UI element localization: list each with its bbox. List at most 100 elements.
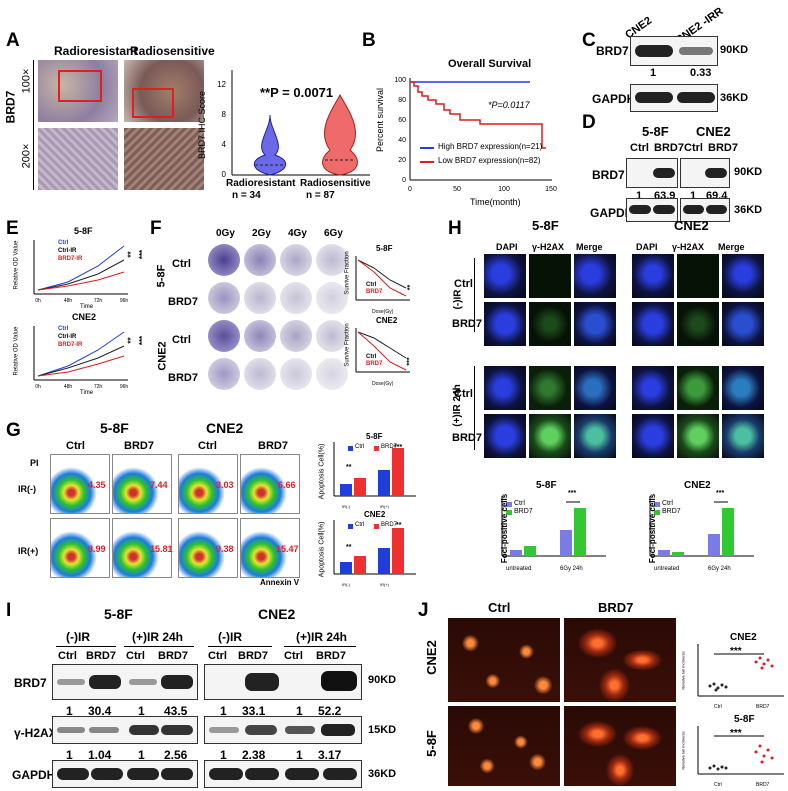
lane-label: BRD7 bbox=[158, 650, 188, 662]
condition-label: (-)IR bbox=[218, 630, 242, 644]
row-label: Ctrl bbox=[172, 334, 191, 346]
legend-swatch bbox=[348, 524, 353, 529]
lane-label: BRD7 bbox=[708, 142, 738, 154]
cell-label: 5-8F bbox=[100, 420, 129, 436]
survive-chart-cne2 bbox=[355, 328, 410, 373]
zoom-box bbox=[132, 88, 174, 118]
flow-plot bbox=[112, 454, 172, 514]
tick-label: BRD7 bbox=[756, 782, 770, 788]
sig-mark: ** bbox=[346, 544, 352, 551]
violin-radiosensitive bbox=[322, 93, 358, 176]
band bbox=[57, 727, 85, 733]
series-brd7 bbox=[357, 259, 407, 297]
blot-brd7-cne2 bbox=[680, 158, 730, 188]
lane-label: Ctrl bbox=[58, 650, 77, 662]
axis-label-pi: PI bbox=[30, 458, 39, 468]
cell-label-5-8f: 5-8F bbox=[642, 124, 669, 139]
legend-label: Ctrl-IR bbox=[58, 334, 77, 340]
col-label-radioresistant: Radioresistant bbox=[54, 44, 138, 58]
sig-mark: *** bbox=[716, 490, 725, 497]
if-image-merge bbox=[574, 366, 616, 410]
flow-plot bbox=[50, 518, 110, 578]
if-image-h2ax bbox=[677, 302, 719, 346]
quant-value: 1 bbox=[220, 748, 227, 762]
group-label-radioresistant: Radioresistant bbox=[226, 178, 296, 189]
condition-label: (-)IR bbox=[66, 630, 90, 644]
cell-label: CNE2 bbox=[674, 218, 709, 233]
series-ctrl bbox=[37, 245, 125, 291]
band bbox=[321, 724, 355, 736]
blot-gapdh-cne2 bbox=[204, 760, 362, 788]
colony-grid bbox=[208, 244, 348, 392]
row-label-brd7: BRD7 bbox=[3, 90, 18, 124]
colony-dish bbox=[244, 358, 276, 390]
legend-label-low: Low BRD7 expression(n=82) bbox=[438, 156, 541, 165]
tick-label: 100 bbox=[394, 77, 406, 84]
blot-gapdh bbox=[630, 84, 718, 112]
quant-value: 33.1 bbox=[242, 704, 266, 718]
size-label: 36KD bbox=[734, 204, 763, 216]
condition-label: (+)IR 24h bbox=[132, 630, 184, 644]
band bbox=[683, 205, 704, 214]
dose-label: 6Gy bbox=[324, 228, 343, 239]
sig-mark: *** bbox=[394, 444, 403, 451]
flow-plot bbox=[178, 454, 238, 514]
dose-label: 2Gy bbox=[252, 228, 271, 239]
tick-label: 6Gy 24h bbox=[560, 566, 583, 572]
col-label-radiosensitive: Radiosensitive bbox=[130, 44, 215, 58]
bar bbox=[658, 550, 670, 556]
panel-letter-j: J bbox=[418, 600, 429, 621]
band bbox=[245, 725, 277, 735]
if-image-dapi bbox=[484, 414, 526, 458]
cell-label: 5-8F bbox=[155, 264, 168, 288]
if-image-merge bbox=[722, 414, 764, 458]
band bbox=[635, 92, 673, 103]
svg-text:72h: 72h bbox=[94, 298, 103, 304]
col-label: Ctrl bbox=[488, 600, 511, 615]
quant-value: 1 bbox=[138, 704, 145, 718]
series-low-brd7 bbox=[410, 81, 546, 149]
tick-label: BRD7 bbox=[756, 704, 770, 710]
sig-mark: ** bbox=[126, 251, 136, 258]
row-label-brd7: BRD7 bbox=[592, 168, 625, 182]
tick-label: IR(-) bbox=[342, 582, 350, 587]
od-chart-5-8f: 0h 48h 72h 96h bbox=[33, 240, 128, 304]
row-label-brd7: BRD7 bbox=[596, 44, 629, 58]
chart-title: 5-8F bbox=[536, 480, 557, 491]
colony-dish bbox=[244, 282, 276, 314]
apoptosis-chart-5-8f bbox=[333, 442, 416, 497]
ihc-image-radioresistant-200x bbox=[38, 128, 118, 190]
axis-label: Dose(Gy) bbox=[372, 309, 394, 315]
apoptosis-value: 8.99 bbox=[88, 544, 106, 554]
flow-plot bbox=[240, 454, 300, 514]
band bbox=[57, 768, 89, 780]
colony-dish bbox=[316, 244, 348, 276]
axis-label: Foci-positive cells bbox=[648, 493, 658, 564]
legend-label: BRD7 bbox=[366, 289, 383, 295]
panel-letter-g: G bbox=[6, 420, 21, 441]
quant-value: 43.5 bbox=[164, 704, 188, 718]
cell-label: 5-8F bbox=[532, 218, 559, 233]
quant-value: 1 bbox=[636, 190, 643, 202]
bar bbox=[722, 508, 734, 556]
quant-value: 1 bbox=[66, 704, 73, 718]
axis-label: Dose(Gy) bbox=[372, 381, 394, 387]
legend-label: BRD7-IR bbox=[58, 342, 83, 348]
points-ctrl bbox=[708, 682, 728, 692]
row-label: IR(+) bbox=[18, 546, 39, 556]
quant-value: 1 bbox=[690, 190, 697, 202]
channel-label: DAPI bbox=[496, 242, 518, 252]
colony-dish bbox=[316, 358, 348, 390]
scale-bar-label: 20 μm bbox=[748, 460, 762, 466]
panel-letter-i: I bbox=[6, 600, 12, 621]
tail-chart-5-8f bbox=[697, 726, 784, 775]
row-label: γ-H2AX bbox=[14, 726, 57, 740]
bar bbox=[672, 552, 684, 556]
svg-text:48h: 48h bbox=[64, 298, 73, 304]
apoptosis-value: 7.44 bbox=[150, 480, 168, 490]
bar bbox=[392, 448, 404, 496]
survival-title: Overall Survival bbox=[448, 58, 532, 70]
lane-label: Ctrl bbox=[126, 650, 145, 662]
channel-label: γ-H2AX bbox=[532, 242, 565, 252]
tick-label: untreated bbox=[506, 566, 532, 572]
